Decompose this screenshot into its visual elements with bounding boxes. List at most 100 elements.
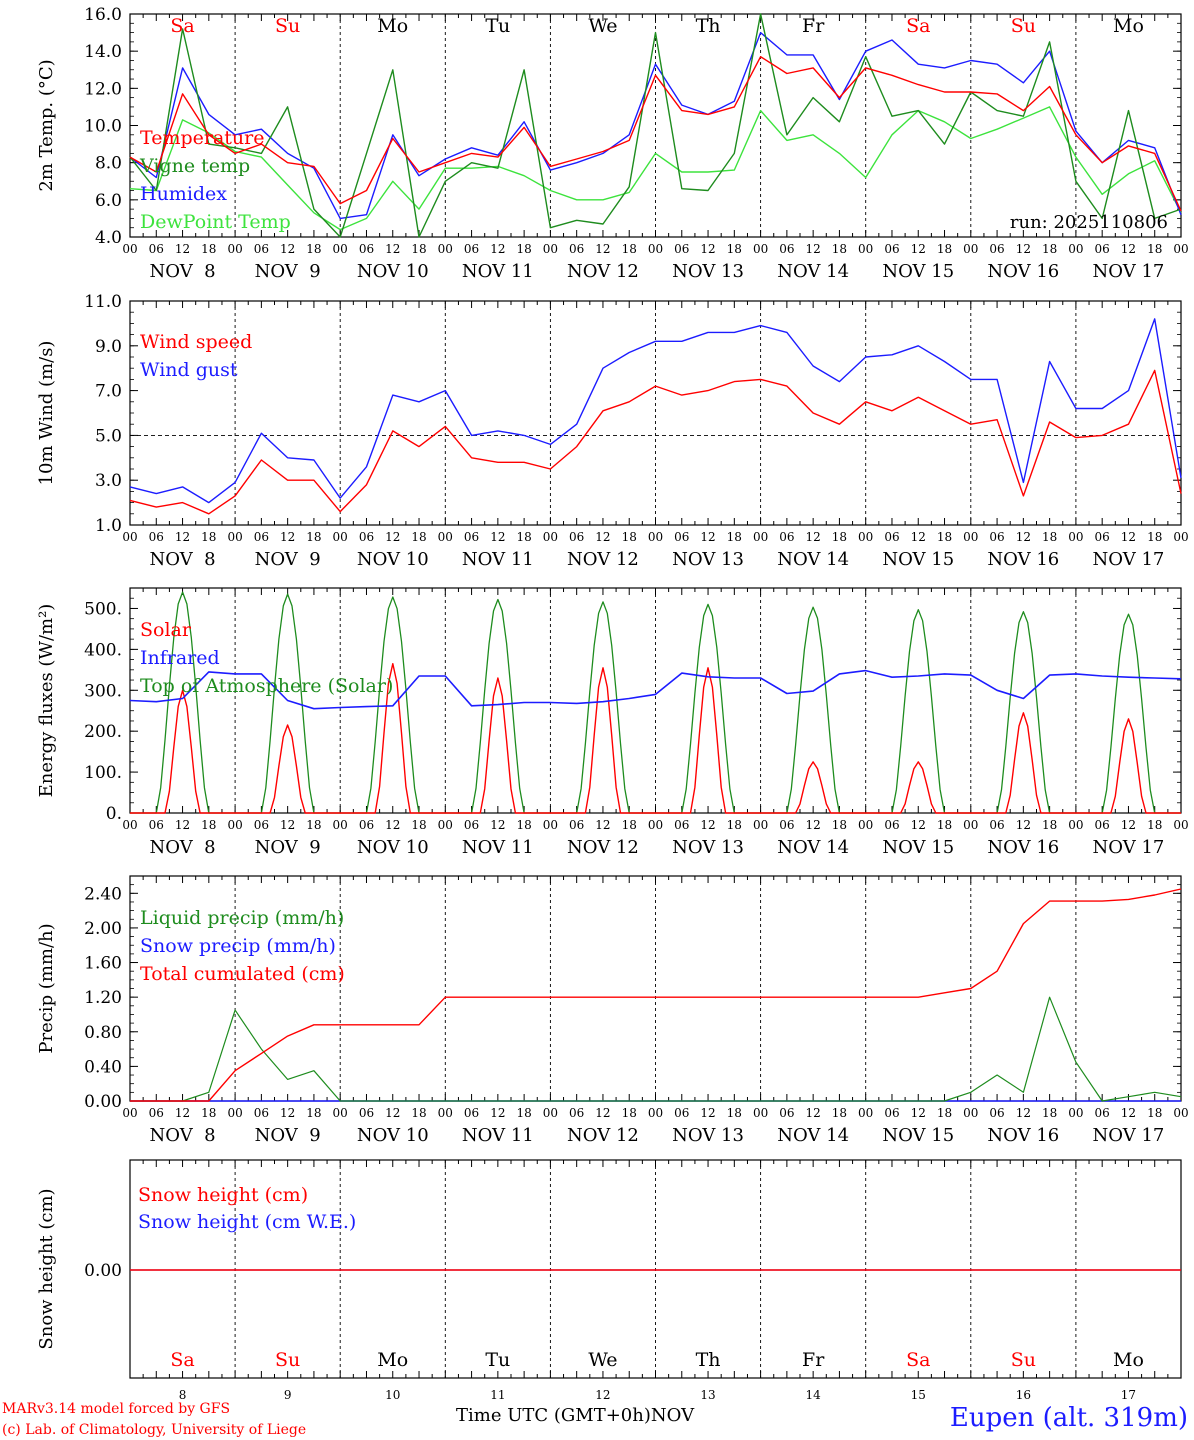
x-axis-label: Time UTC (GMT+0h) <box>456 1405 651 1426</box>
precip-date-label: NOV 8 <box>150 1125 216 1146</box>
temp-hour-label: 00 <box>1173 242 1188 256</box>
precip-date-label: NOV 9 <box>255 1125 321 1146</box>
wind-hour-label: 06 <box>1095 530 1110 544</box>
temp-hour-label: 12 <box>1121 242 1136 256</box>
snow-day-label: Mo <box>377 1349 408 1371</box>
wind-hour-label: 12 <box>595 530 610 544</box>
temp-day-label: Sa <box>170 15 194 37</box>
energy-y-tick-label: 300. <box>84 681 122 701</box>
temp-hour-label: 00 <box>543 242 558 256</box>
energy-hour-label: 00 <box>753 818 768 832</box>
wind-hour-label: 00 <box>1173 530 1188 544</box>
wind-hour-label: 00 <box>1068 530 1083 544</box>
energy-hour-label: 06 <box>359 818 374 832</box>
temp-hour-label: 12 <box>806 242 821 256</box>
wind-hour-label: 06 <box>884 530 899 544</box>
energy-legend-top-of-atmosphere-solar-: Top of Atmosphere (Solar) <box>140 675 393 697</box>
wind-date-label: NOV 9 <box>255 549 321 570</box>
energy-date-label: NOV 13 <box>672 837 744 858</box>
temp-date-label: NOV 15 <box>882 261 954 282</box>
energy-date-label: NOV 15 <box>882 837 954 858</box>
temp-frame <box>129 13 1182 238</box>
precip-hour-label: 00 <box>333 1106 348 1120</box>
snow-day-label: Tu <box>485 1349 510 1371</box>
temp-hour-label: 12 <box>490 242 505 256</box>
model-credit: MARv3.14 model forced by GFS <box>2 1401 231 1417</box>
temp-y-axis-title: 2m Temp. (°C) <box>36 59 57 191</box>
precip-hour-label: 12 <box>806 1106 821 1120</box>
snow-day-label: Th <box>696 1349 721 1371</box>
precip-hour-label: 00 <box>438 1106 453 1120</box>
precip-hour-label: 00 <box>1173 1106 1188 1120</box>
snow-y-axis-title: Snow height (cm) <box>36 1188 57 1349</box>
wind-hour-label: 18 <box>727 530 742 544</box>
temp-hour-label: 00 <box>227 242 242 256</box>
temp-date-label: NOV 11 <box>462 261 534 282</box>
wind-hour-label: 18 <box>306 530 321 544</box>
temp-hour-label: 18 <box>411 242 426 256</box>
temp-legend-temperature: Temperature <box>140 127 264 149</box>
wind-series-wind-gust <box>129 318 1182 504</box>
precip-hour-label: 18 <box>411 1106 426 1120</box>
precip-date-label: NOV 17 <box>1093 1125 1165 1146</box>
temp-hour-label: 00 <box>963 242 978 256</box>
energy-hour-label: 18 <box>727 818 742 832</box>
precip-date-label: NOV 14 <box>777 1125 849 1146</box>
energy-hour-label: 12 <box>700 818 715 832</box>
energy-hour-label: 00 <box>858 818 873 832</box>
precip-hour-label: 06 <box>254 1106 269 1120</box>
wind-hour-label: 00 <box>227 530 242 544</box>
wind-hour-label: 12 <box>280 530 295 544</box>
precip-y-tick-label: 0.00 <box>84 1092 122 1112</box>
temp-hour-label: 06 <box>884 242 899 256</box>
bottom-day-number: 9 <box>284 1388 292 1402</box>
temp-hour-label: 18 <box>1147 242 1162 256</box>
temp-hour-label: 12 <box>595 242 610 256</box>
wind-hour-label: 18 <box>832 530 847 544</box>
energy-hour-label: 00 <box>963 818 978 832</box>
temp-series-vigne-temp <box>129 13 1182 238</box>
temp-y-tick-label: 12.0 <box>84 79 122 99</box>
energy-hour-label: 06 <box>779 818 794 832</box>
wind-hour-label: 12 <box>175 530 190 544</box>
temp-hour-label: 12 <box>1016 242 1031 256</box>
energy-y-tick-label: 0. <box>106 804 122 824</box>
temp-legend-dewpoint-temp: DewPoint Temp <box>140 211 291 233</box>
energy-hour-label: 12 <box>385 818 400 832</box>
temp-hour-label: 06 <box>359 242 374 256</box>
precip-hour-label: 00 <box>227 1106 242 1120</box>
precip-hour-label: 06 <box>359 1106 374 1120</box>
precip-hour-label: 18 <box>727 1106 742 1120</box>
precip-hour-label: 12 <box>490 1106 505 1120</box>
wind-date-label: NOV 15 <box>882 549 954 570</box>
precip-hour-label: 18 <box>1042 1106 1057 1120</box>
precip-hour-label: 12 <box>280 1106 295 1120</box>
bottom-day-number: 17 <box>1121 1388 1136 1402</box>
energy-hour-label: 00 <box>227 818 242 832</box>
wind-frame <box>129 300 1182 526</box>
wind-hour-label: 12 <box>385 530 400 544</box>
precip-hour-label: 00 <box>963 1106 978 1120</box>
wind-y-tick-label: 9.0 <box>95 337 122 357</box>
temp-day-label: Th <box>696 15 721 37</box>
precip-hour-label: 18 <box>832 1106 847 1120</box>
wind-hour-label: 00 <box>438 530 453 544</box>
energy-hour-label: 18 <box>201 818 216 832</box>
energy-hour-label: 12 <box>1016 818 1031 832</box>
temp-hour-label: 00 <box>858 242 873 256</box>
energy-legend-infrared: Infrared <box>140 647 220 669</box>
temp-hour-label: 00 <box>438 242 453 256</box>
run-label: run: 2025110806 <box>1010 212 1168 233</box>
energy-date-label: NOV 14 <box>777 837 849 858</box>
temp-hour-label: 18 <box>727 242 742 256</box>
snow-legend-height: Snow height (cm) <box>138 1184 308 1206</box>
temp-date-label: NOV 14 <box>777 261 849 282</box>
temp-series-dewpoint-temp <box>129 106 1182 231</box>
wind-date-label: NOV 16 <box>987 549 1059 570</box>
energy-hour-label: 18 <box>1042 818 1057 832</box>
temp-hour-label: 00 <box>753 242 768 256</box>
temp-hour-label: 06 <box>674 242 689 256</box>
temp-hour-label: 06 <box>254 242 269 256</box>
energy-y-axis-title: Energy fluxes (W/m²) <box>36 604 57 798</box>
wind-y-tick-label: 7.0 <box>95 382 122 402</box>
